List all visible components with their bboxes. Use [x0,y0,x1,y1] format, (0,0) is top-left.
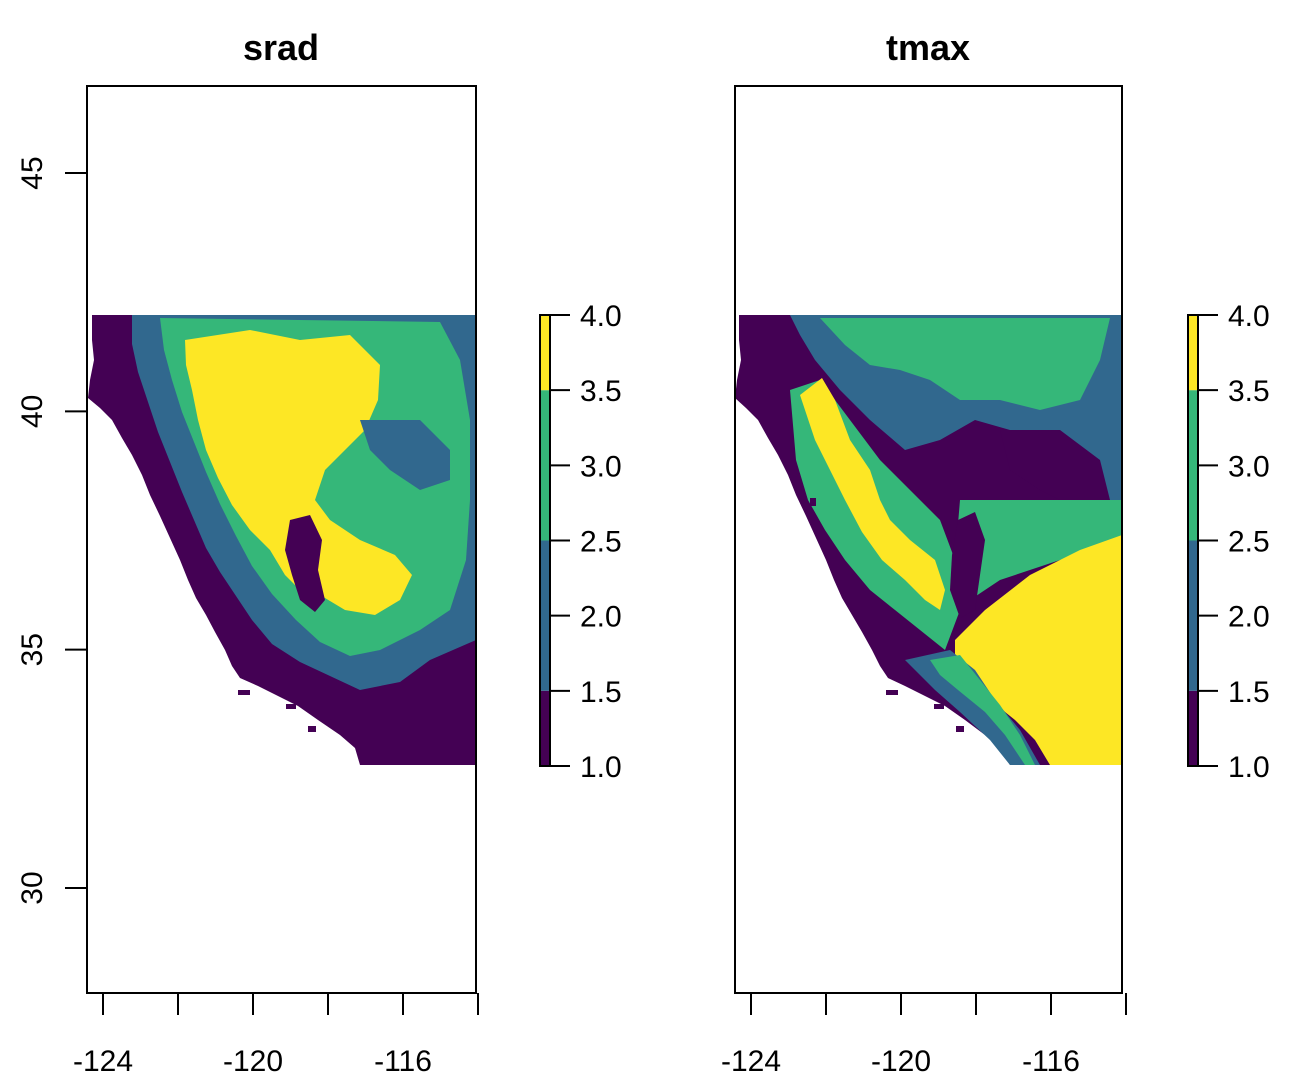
zone-yellow-valley [800,378,945,610]
legend-tick-label: 2.0 [1228,601,1270,634]
island [886,690,898,695]
color-legend: 4.0 3.5 3.0 2.5 2.0 1.5 1.0 [1187,300,1270,784]
island [286,704,296,709]
y-tick-label: 30 [16,871,49,904]
legend-swatch [540,315,550,391]
legend-swatch [1188,390,1198,541]
legend-tick-label: 2.0 [580,601,622,634]
x-tick-label: -124 [721,1045,781,1078]
zone-dark-valley [285,515,325,612]
raster-tmax [735,315,1122,765]
legend-tick-label: 1.0 [580,751,622,784]
zone-yellow-desert [955,535,1122,765]
zone-yellow [185,330,412,615]
legend-swatch [1188,315,1198,391]
x-tick-label: -124 [73,1045,133,1078]
y-tick-label: 35 [16,633,49,666]
y-axis: 45 40 35 30 [16,156,87,905]
legend-swatch [540,690,550,766]
island [956,726,964,732]
zone-green-south-east [955,500,1122,600]
legend-swatch [1188,690,1198,766]
x-axis: -124 -120 -116 [73,993,479,1078]
plot-frame [734,85,1123,994]
island [934,704,944,709]
raster-srad [88,315,476,765]
legend-tick-label: 2.5 [580,526,622,559]
zone-green-coast-south [930,655,1035,765]
legend-tick-label: 4.0 [580,300,622,333]
legend-tick-label: 3.0 [580,450,622,483]
legend-tick-label: 1.5 [1228,676,1270,709]
x-tick-label: -120 [871,1045,931,1078]
y-tick-label: 45 [16,156,49,189]
legend-tick-label: 2.5 [1228,526,1270,559]
island [308,726,316,732]
color-legend: 4.0 3.5 3.0 2.5 2.0 1.5 1.0 [539,300,622,784]
legend-tick-label: 3.0 [1228,450,1270,483]
legend-swatch [540,540,550,691]
panel-srad: srad -124 -120 -116 45 40 35 30 4.0 3.5 3.0 2.5 2… [16,27,622,1078]
island [238,690,250,695]
panel-title: srad [243,27,319,68]
island [162,498,168,506]
panel-tmax: tmax -124 -120 -116 4.03. [721,27,1270,1078]
zone-blue-inland [360,420,450,490]
legend-swatch [1188,540,1198,691]
zone-dark-ridge [950,512,985,618]
plot-frame [86,85,477,994]
legend-swatch [540,390,550,541]
zone-green-north [820,318,1110,410]
island [810,498,816,506]
x-tick-label: -116 [374,1045,432,1078]
legend-tick-label: 3.5 [1228,375,1270,408]
panel-title: tmax [886,27,970,68]
y-tick-label: 40 [16,395,49,428]
x-tick-label: -120 [223,1045,283,1078]
legend-tick-label: 3.5 [580,375,622,408]
zone-dark-east [1000,430,1110,510]
x-axis: -124 -120 -116 [721,993,1127,1078]
legend-tick-label: 4.0 [1228,300,1270,333]
x-tick-label: -116 [1022,1045,1080,1078]
legend-tick-label: 1.0 [1228,751,1270,784]
legend-tick-label: 1.5 [580,676,622,709]
